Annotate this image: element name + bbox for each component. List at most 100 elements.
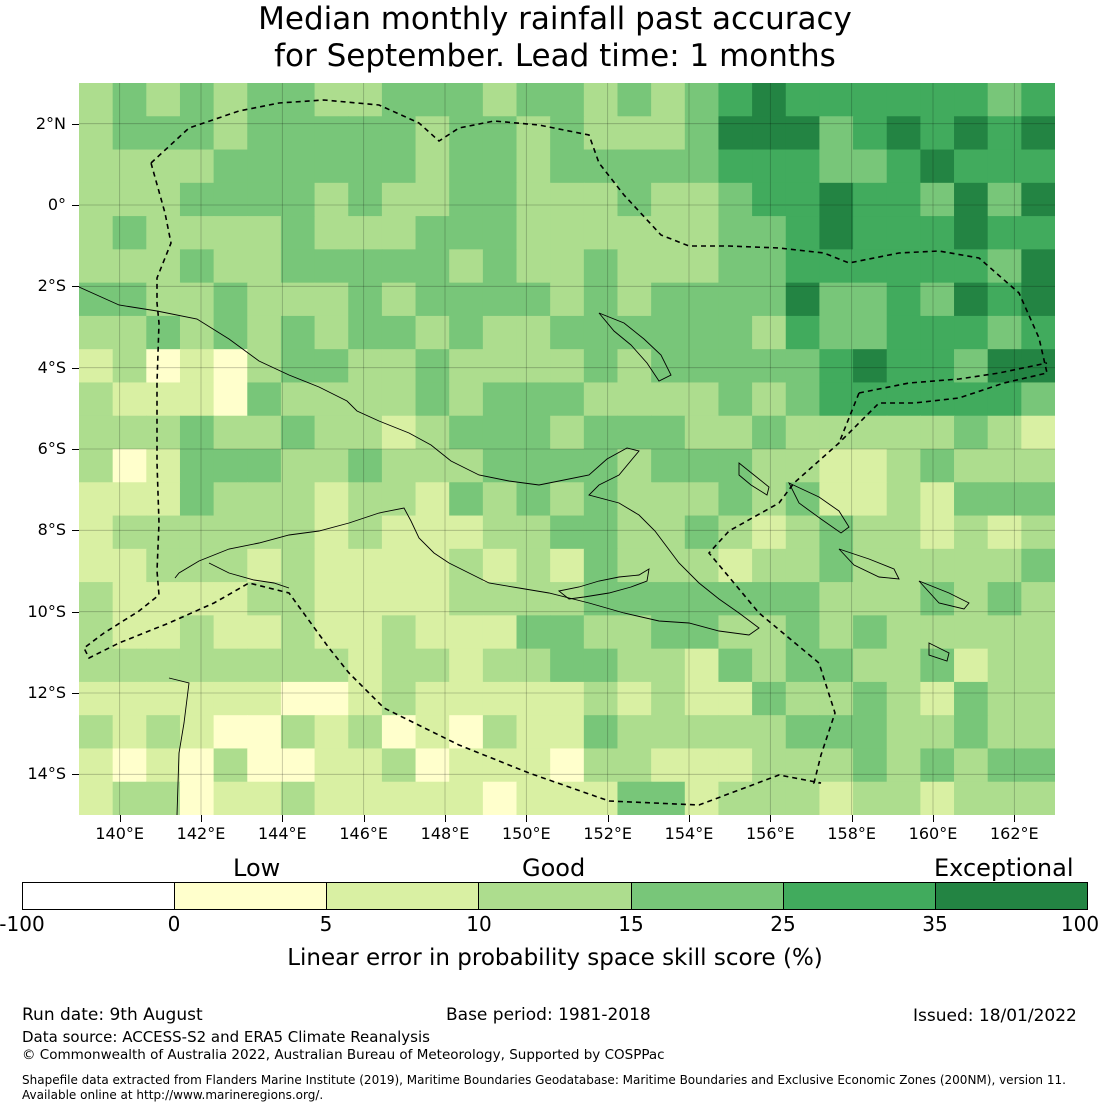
skill-cell	[819, 249, 854, 284]
skill-cell	[415, 482, 450, 517]
skill-cell	[920, 182, 955, 217]
skill-cell	[482, 681, 518, 716]
latitude-tick-label: 4°S	[37, 357, 66, 377]
skill-cell	[213, 615, 248, 650]
skill-cell	[718, 715, 753, 750]
skill-cell	[112, 615, 147, 650]
skill-cell	[954, 482, 989, 517]
skill-cell	[583, 748, 619, 783]
skill-cell	[381, 515, 417, 550]
skill-cell	[348, 315, 383, 350]
skill-cell	[1021, 182, 1055, 217]
skill-cell	[550, 149, 585, 184]
skill-cell	[752, 648, 787, 683]
skill-cell	[112, 83, 147, 117]
skill-cell	[651, 382, 686, 417]
skill-cell	[146, 515, 181, 550]
skill-cell	[550, 548, 585, 583]
skill-cell	[987, 681, 1022, 716]
skill-cell	[79, 781, 114, 815]
skill-cell	[954, 781, 989, 815]
skill-cell	[415, 748, 450, 783]
skill-cell	[651, 182, 686, 217]
skill-cell	[146, 216, 181, 250]
issued-date: Issued: 18/01/2022	[913, 1006, 1077, 1026]
skill-cell	[684, 216, 720, 250]
longitude-tick-label: 162°E	[990, 824, 1039, 843]
skill-cell	[1021, 83, 1055, 117]
longitude-tick-mark	[1014, 815, 1016, 822]
skill-cell	[684, 249, 720, 284]
skill-cell	[853, 449, 888, 483]
skill-cell	[112, 781, 147, 815]
skill-cell	[718, 748, 753, 783]
skill-cell	[213, 216, 248, 250]
skill-cell	[482, 349, 518, 384]
skill-cell	[684, 116, 720, 151]
skill-cell	[617, 83, 652, 117]
skill-cell	[853, 216, 888, 250]
skill-cell	[449, 382, 484, 417]
skill-cell	[550, 249, 585, 284]
skill-cell	[987, 182, 1022, 217]
skill-cell	[651, 149, 686, 184]
skill-cell	[651, 681, 686, 716]
skill-cell	[112, 548, 147, 583]
skill-cell	[247, 249, 282, 284]
colorbar-tick: 25	[770, 912, 796, 936]
skill-cell	[819, 748, 854, 783]
skill-cell	[651, 482, 686, 517]
skill-cell	[1021, 249, 1055, 284]
skill-cell	[718, 216, 753, 250]
skill-cell	[684, 582, 720, 616]
skill-cell	[819, 548, 854, 583]
skill-cell	[280, 615, 316, 650]
skill-cell	[112, 715, 147, 750]
skill-cell	[954, 282, 989, 317]
skill-cell	[112, 216, 147, 250]
skill-cell	[550, 781, 585, 815]
skill-cell	[314, 116, 349, 151]
skill-cell	[415, 149, 450, 184]
skill-cell	[785, 615, 821, 650]
skill-cell	[79, 681, 114, 716]
skill-cell	[550, 315, 585, 350]
skill-cell	[853, 149, 888, 184]
skill-cell	[987, 249, 1022, 284]
skill-cell	[987, 482, 1022, 517]
skill-cell	[213, 582, 248, 616]
skill-cell	[684, 149, 720, 184]
skill-cell	[550, 681, 585, 716]
skill-cell	[348, 382, 383, 417]
skill-cell	[1021, 116, 1055, 151]
skill-cell	[112, 648, 147, 683]
skill-cell	[213, 781, 248, 815]
skill-cell	[381, 182, 417, 217]
skill-cell	[247, 149, 282, 184]
skill-cell	[853, 249, 888, 284]
longitude-tick-mark	[851, 815, 853, 822]
png-eez-boundary	[82, 99, 1048, 806]
skill-cell	[179, 382, 215, 417]
skill-cell	[954, 615, 989, 650]
colorbar-segment-2	[175, 883, 328, 909]
skill-cell	[79, 748, 114, 783]
skill-cell	[853, 648, 888, 683]
skill-cell	[617, 216, 652, 250]
skill-cell	[954, 149, 989, 184]
skill-cell	[583, 582, 619, 616]
skill-cell	[886, 449, 921, 483]
skill-cell	[684, 349, 720, 384]
skill-cell	[617, 748, 652, 783]
skill-cell	[314, 548, 349, 583]
skill-cell	[280, 315, 316, 350]
skill-cell	[146, 748, 181, 783]
skill-cell	[752, 449, 787, 483]
skill-cell	[886, 249, 921, 284]
skill-cell	[853, 116, 888, 151]
skill-cell	[348, 349, 383, 384]
skill-cell	[617, 116, 652, 151]
skill-cell	[920, 216, 955, 250]
skill-cell	[516, 116, 551, 151]
skill-cell	[853, 781, 888, 815]
